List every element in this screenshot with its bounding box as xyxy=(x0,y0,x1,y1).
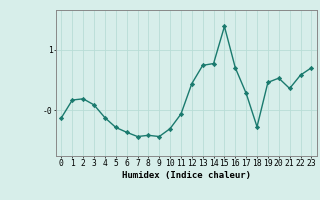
X-axis label: Humidex (Indice chaleur): Humidex (Indice chaleur) xyxy=(122,171,251,180)
